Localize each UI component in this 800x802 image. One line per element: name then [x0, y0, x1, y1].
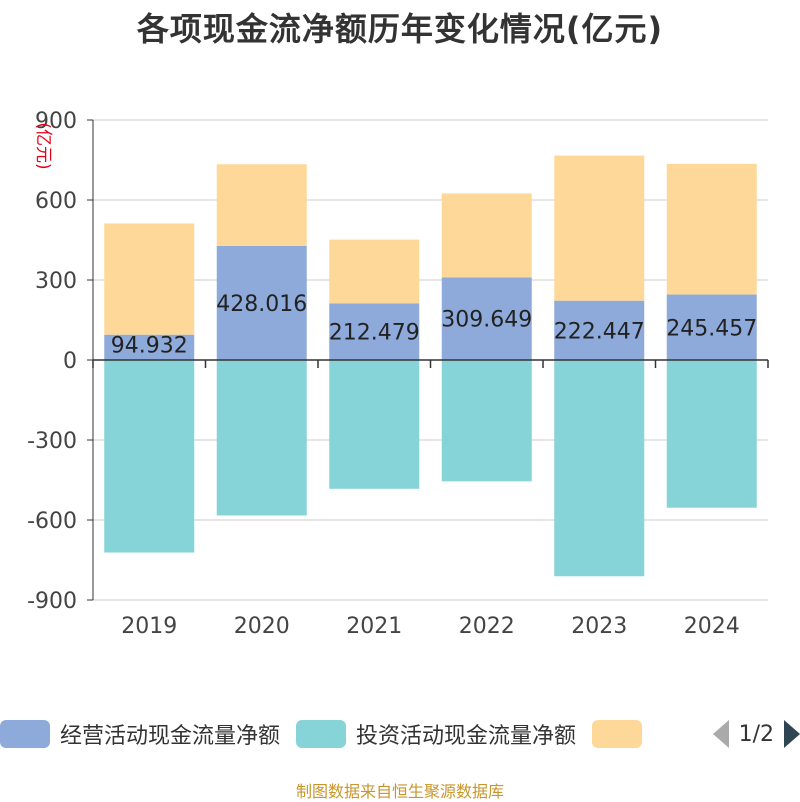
bar-financing-2023 [554, 155, 645, 301]
y-tick-label: -300 [27, 429, 77, 454]
chart-plot: 900 600 300 0 -300 -600 -900 (亿元) 2019 2020 2021 20… [27, 109, 769, 639]
y-tick-label: 900 [35, 109, 77, 134]
data-source-note: 制图数据来自恒生聚源数据库 [295, 782, 504, 801]
x-tick-label: 2019 [121, 614, 177, 639]
legend-label-investing: 投资活动现金流量净额 [356, 724, 577, 749]
data-label-operating-2023: 222.447 [554, 319, 645, 344]
x-tick-label: 2023 [571, 614, 627, 639]
x-tick-label: 2021 [346, 614, 402, 639]
legend-item-investing[interactable]: 投资活动现金流量净额 [296, 718, 576, 750]
x-tick-label: 2020 [234, 614, 290, 639]
bar-operating-2023 [554, 300, 645, 360]
legend-item-financing[interactable] [592, 720, 652, 748]
bar-investing-2019 [104, 360, 195, 553]
y-tick-label: -900 [27, 589, 77, 614]
x-tick-label: 2024 [684, 614, 740, 639]
legend-next-page-icon[interactable] [784, 720, 800, 748]
legend-page-indicator: 1/2 [738, 721, 774, 747]
bar-financing-2021 [329, 239, 420, 304]
bar-financing-2019 [104, 223, 195, 335]
bar-operating-2022 [441, 277, 532, 360]
legend-label-operating: 经营活动现金流量净额 [60, 724, 281, 749]
legend-swatch-investing [296, 720, 347, 748]
legend-swatch-financing [592, 720, 643, 748]
bar-investing-2023 [554, 360, 645, 577]
bar-operating-2024 [666, 294, 757, 360]
y-tick-label: 600 [35, 189, 77, 214]
legend: 经营活动现金流量净额 投资活动现金流量净额 1/2 [0, 714, 800, 754]
data-label-operating-2021: 212.479 [329, 321, 420, 346]
y-tick-label: -600 [27, 509, 77, 534]
bar-operating-2020 [216, 245, 307, 360]
legend-pager: 1/2 [694, 714, 800, 754]
bar-investing-2021 [329, 360, 420, 489]
x-tick-label: 2022 [459, 614, 515, 639]
legend-swatch-operating [0, 720, 50, 748]
legend-prev-page-icon[interactable] [712, 720, 729, 748]
bar-investing-2020 [216, 360, 307, 516]
bar-investing-2022 [441, 360, 532, 482]
data-label-operating-2024: 245.457 [666, 316, 757, 341]
y-tick-label: 300 [35, 269, 77, 294]
bar-operating-2019 [104, 334, 195, 360]
bar-financing-2020 [216, 164, 307, 246]
y-tick-label: 0 [63, 349, 77, 374]
bar-operating-2021 [329, 303, 420, 360]
bar-financing-2024 [666, 163, 757, 295]
data-label-operating-2019: 94.932 [111, 334, 188, 359]
bar-financing-2022 [441, 193, 532, 278]
data-label-operating-2022: 309.649 [441, 308, 532, 333]
chart-title: 各项现金流净额历年变化情况(亿元) [136, 10, 664, 48]
data-label-operating-2020: 428.016 [216, 292, 307, 317]
bar-investing-2024 [666, 360, 757, 508]
y-axis-unit-label: (亿元) [33, 122, 53, 169]
legend-item-operating[interactable]: 经营活动现金流量净额 [0, 718, 280, 750]
